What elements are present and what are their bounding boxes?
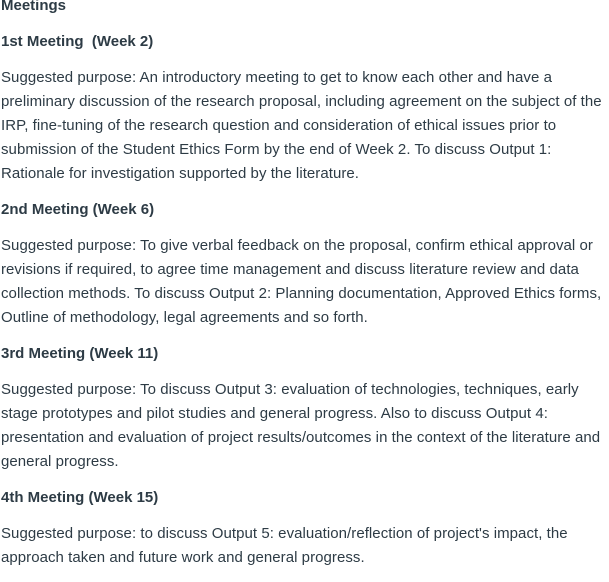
meeting-section-4: 4th Meeting (Week 15) Suggested purpose:…	[1, 486, 609, 570]
meeting-section-1: 1st Meeting (Week 2) Suggested purpose: …	[1, 30, 609, 186]
meeting-section-3: 3rd Meeting (Week 11) Suggested purpose:…	[1, 342, 609, 474]
meeting-purpose-text: Suggested purpose: To give verbal feedba…	[1, 237, 602, 326]
meeting-section-2: 2nd Meeting (Week 6) Suggested purpose: …	[1, 198, 609, 330]
page-title: Meetings	[1, 0, 67, 14]
meeting-heading: 4th Meeting (Week 15)	[1, 489, 159, 506]
meeting-purpose-text: Suggested purpose: To discuss Output 3: …	[1, 381, 601, 470]
meeting-heading: 1st Meeting (Week 2)	[1, 33, 154, 50]
meeting-heading: 2nd Meeting (Week 6)	[1, 201, 155, 218]
meeting-purpose-text: Suggested purpose: An introductory meeti…	[1, 69, 602, 182]
meeting-heading: 3rd Meeting (Week 11)	[1, 345, 159, 362]
meeting-purpose-text: Suggested purpose: to discuss Output 5: …	[1, 525, 568, 566]
